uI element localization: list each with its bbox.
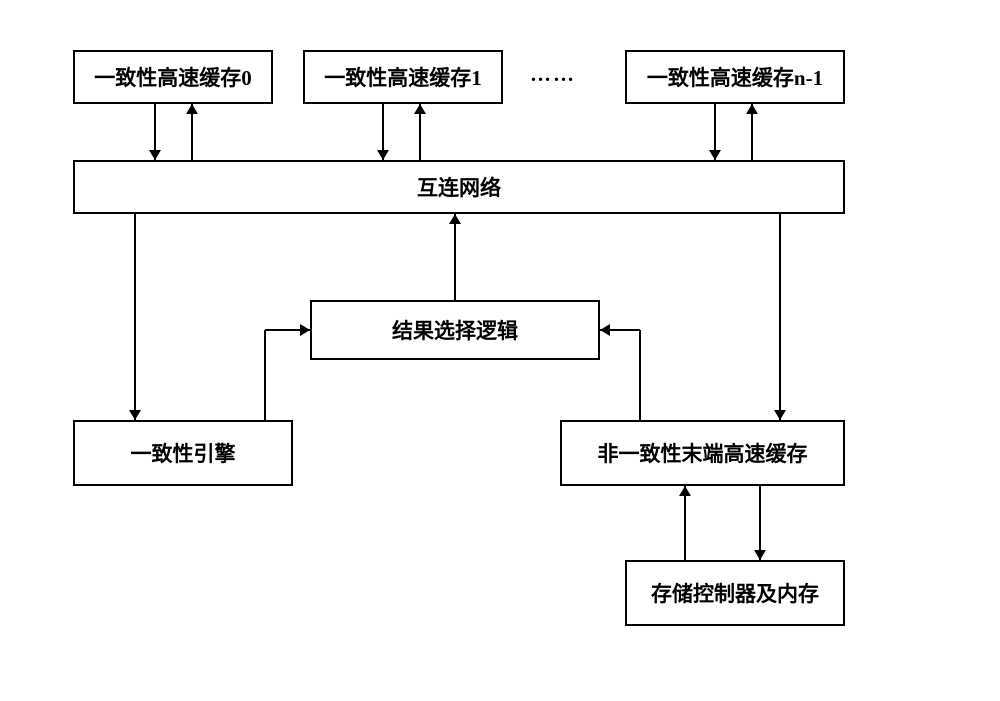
node-cache-0: 一致性高速缓存0 [73, 50, 273, 104]
node-selector: 结果选择逻辑 [310, 300, 600, 360]
node-label: 一致性高速缓存1 [324, 62, 482, 92]
node-noncoherent-cache: 非一致性末端高速缓存 [560, 420, 845, 486]
node-interconnect: 互连网络 [73, 160, 845, 214]
node-label: 一致性引擎 [131, 438, 236, 468]
node-memory-controller: 存储控制器及内存 [625, 560, 845, 626]
diagram-canvas: 一致性高速缓存0 一致性高速缓存1 …… 一致性高速缓存n-1 互连网络 结果选… [0, 0, 1000, 701]
node-engine: 一致性引擎 [73, 420, 293, 486]
node-label: 存储控制器及内存 [651, 578, 819, 608]
node-label: 互连网络 [417, 172, 501, 202]
node-label: 一致性高速缓存n-1 [647, 62, 823, 92]
node-label: 一致性高速缓存0 [94, 62, 252, 92]
ellipsis-label: …… [530, 62, 576, 87]
node-label: 结果选择逻辑 [392, 315, 518, 345]
node-cache-n: 一致性高速缓存n-1 [625, 50, 845, 104]
node-label: 非一致性末端高速缓存 [598, 438, 808, 468]
node-cache-1: 一致性高速缓存1 [303, 50, 503, 104]
